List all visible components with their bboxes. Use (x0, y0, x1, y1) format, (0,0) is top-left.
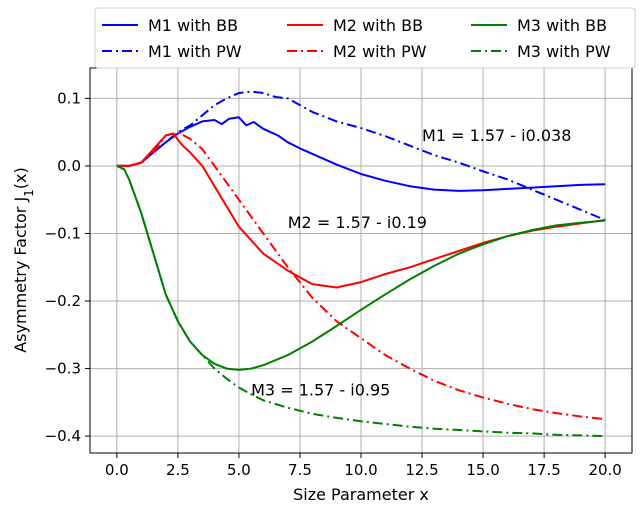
series-lines (116, 90, 606, 438)
annotation-label: M3 = 1.57 - i0.95 (251, 381, 390, 400)
x-tick-label: 17.5 (527, 461, 560, 479)
legend-box (94, 7, 636, 69)
x-tick-label: 15.0 (466, 461, 499, 479)
x-tick-label: 20.0 (588, 461, 621, 479)
series-line-4 (116, 131, 606, 421)
legend-label: M2 with PW (333, 42, 427, 61)
legend: M1 with BB M1 with PW M2 with BB M2 with PW… (94, 7, 636, 69)
y-tick-label: −0.4 (45, 427, 81, 445)
legend-label: M3 with PW (517, 42, 611, 61)
legend-label: M1 with BB (148, 16, 238, 35)
grid (90, 68, 632, 453)
y-tick-label: −0.1 (45, 224, 81, 242)
annotations: M1 = 1.57 - i0.038 M2 = 1.57 - i0.19 M3 = … (251, 126, 571, 400)
x-axis-title: Size Parameter x (293, 485, 429, 504)
x-tick-label: 0.0 (105, 461, 129, 479)
axis-ticks: 0.0 2.5 5.0 7.5 10.0 12.5 15.0 17.5 20.0 0.1 0.0 −0… (45, 89, 622, 479)
x-tick-label: 2.5 (166, 461, 190, 479)
series-line-6 (116, 164, 606, 438)
annotation-label: M2 = 1.57 - i0.19 (288, 213, 427, 232)
y-tick-label: −0.3 (45, 360, 81, 378)
legend-label: M1 with PW (148, 42, 242, 61)
legend-label: M2 with BB (333, 16, 423, 35)
y-axis-title-arg: (x) (11, 167, 30, 189)
annotation-label: M1 = 1.57 - i0.038 (422, 126, 571, 145)
x-tick-label: 12.5 (405, 461, 438, 479)
y-axis-title-subscript: 1 (22, 189, 36, 197)
y-axis-title: Asymmetry Factor J1(x) (11, 167, 36, 353)
x-tick-label: 7.5 (288, 461, 312, 479)
legend-label: M3 with BB (517, 16, 607, 35)
x-tick-label: 10.0 (344, 461, 377, 479)
y-tick-label: 0.0 (57, 157, 81, 175)
y-tick-label: 0.1 (57, 89, 81, 107)
y-tick-label: −0.2 (45, 292, 81, 310)
x-tick-label: 5.0 (227, 461, 251, 479)
series-line-5 (116, 164, 606, 371)
series-line-1 (116, 116, 606, 192)
y-axis-title-main: Asymmetry Factor J (11, 197, 30, 353)
